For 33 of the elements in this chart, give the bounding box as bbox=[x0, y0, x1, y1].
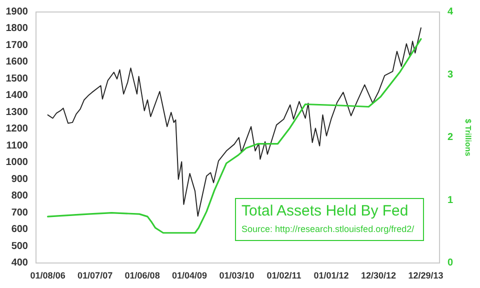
y2-tick-label: 4 bbox=[448, 6, 454, 18]
x-tick-label: 01/03/10 bbox=[219, 270, 254, 280]
x-tick-label: 12/30/12 bbox=[361, 270, 396, 280]
series-label: Total Assets Held By Fed bbox=[242, 202, 408, 220]
y-tick-label: 800 bbox=[11, 190, 28, 202]
y-tick-label: 1900 bbox=[6, 6, 28, 18]
x-tick-label: 01/06/08 bbox=[124, 270, 160, 280]
y-tick-label: 1600 bbox=[6, 56, 28, 68]
y-tick-label: 400 bbox=[11, 258, 28, 268]
x-tick-label: 01/08/06 bbox=[30, 270, 66, 280]
y2-tick-label: 3 bbox=[448, 69, 454, 80]
y-tick-label: 1200 bbox=[6, 124, 28, 135]
x-tick-label: 01/01/12 bbox=[314, 270, 349, 280]
x-tick-label: 01/02/11 bbox=[266, 270, 302, 280]
annotation: Source: http://research.stlouisfed.org/fred2/ bbox=[242, 224, 415, 234]
y2-tick-label: 1 bbox=[448, 194, 454, 206]
y-tick-label: 500 bbox=[11, 240, 28, 252]
y-tick-label: 1000 bbox=[6, 157, 28, 168]
y2-tick-label: 0 bbox=[448, 258, 454, 268]
y2-axis-title: $ Trillions bbox=[464, 118, 472, 157]
y-tick-label: 1300 bbox=[6, 106, 28, 118]
y-tick-label: 600 bbox=[11, 224, 28, 236]
x-tick-label: 12/29/13 bbox=[408, 270, 444, 280]
x-tick-label: 01/07/07 bbox=[78, 270, 113, 280]
y-tick-label: 1800 bbox=[6, 23, 28, 34]
y-tick-label: 1700 bbox=[6, 40, 28, 51]
y2-tick-label: 2 bbox=[448, 132, 454, 143]
y-tick-label: 1400 bbox=[6, 90, 28, 102]
y-tick-label: 900 bbox=[11, 174, 28, 185]
y-tick-label: 1500 bbox=[6, 73, 28, 84]
y-tick-label: 700 bbox=[11, 207, 28, 218]
y-tick-label: 1100 bbox=[6, 140, 28, 152]
x-tick-label: 01/04/09 bbox=[172, 270, 208, 280]
